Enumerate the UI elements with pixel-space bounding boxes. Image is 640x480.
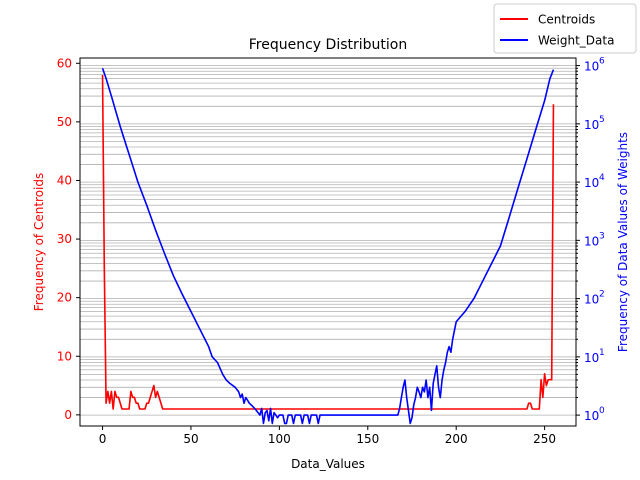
right-tick-label: 10: [584, 351, 599, 365]
left-tick-label: 0: [64, 408, 72, 422]
right-tick-label: 10: [584, 176, 599, 190]
legend-entry: Centroids: [538, 13, 595, 27]
left-axis-label: Frequency of Centroids: [32, 173, 46, 311]
grid-lines: [80, 65, 576, 416]
right-tick-label: 10: [584, 60, 599, 74]
left-tick-label: 60: [57, 56, 72, 70]
right-tick-label: 10: [584, 118, 599, 132]
x-tick-label: 150: [356, 432, 379, 446]
x-tick-label: 200: [445, 432, 468, 446]
right-tick-label: 10: [584, 293, 599, 307]
left-tick-label: 10: [57, 349, 72, 363]
right-tick-exponent: 0: [599, 406, 605, 416]
plot-frame: [79, 57, 577, 427]
right-tick-exponent: 2: [599, 290, 605, 300]
right-tick-label: 10: [584, 409, 599, 423]
legend: Centroids Weight_Data: [493, 3, 637, 54]
x-axis: 0 50 100 150 200 250: [99, 426, 556, 446]
series-line-centroids: [101, 74, 555, 410]
chart-title: Frequency Distribution: [249, 37, 407, 53]
left-tick-label: 30: [57, 232, 72, 246]
left-tick-label: 40: [57, 173, 72, 187]
right-tick-label: 10: [584, 234, 599, 248]
series-layer: [101, 67, 555, 425]
series-line-weight-data: [101, 67, 555, 425]
legend-box: [493, 3, 637, 54]
right-tick-exponent: 5: [599, 115, 605, 125]
right-tick-exponent: 4: [599, 173, 605, 183]
x-tick-label: 250: [533, 432, 556, 446]
x-tick-label: 100: [268, 432, 291, 446]
legend-entry: Weight_Data: [538, 34, 614, 48]
right-tick-exponent: 1: [599, 348, 605, 358]
x-tick-label: 50: [183, 432, 198, 446]
right-tick-exponent: 6: [599, 57, 605, 67]
left-tick-label: 50: [57, 115, 72, 129]
left-axis: 0 10 20 30 40 50 60: [57, 56, 80, 422]
right-axis-label: Frequency of Data Values of Weights: [616, 132, 630, 352]
x-tick-label: 0: [99, 432, 107, 446]
x-axis-label: Data_Values: [291, 457, 365, 471]
left-tick-label: 20: [57, 291, 72, 305]
right-tick-exponent: 3: [599, 231, 605, 241]
